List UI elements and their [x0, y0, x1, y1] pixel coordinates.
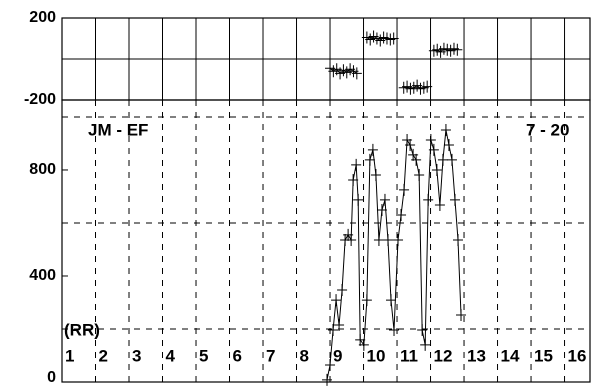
data-point	[446, 153, 457, 166]
data-point	[379, 193, 390, 206]
data-point	[449, 193, 460, 206]
x-tick-label: 10	[367, 346, 386, 365]
annotation: 7 - 20	[526, 120, 569, 139]
data-point	[414, 169, 425, 182]
x-tick-label: 15	[534, 346, 553, 365]
x-tick-label: 6	[233, 346, 242, 365]
x-tick-label: 4	[166, 346, 176, 365]
data-point	[322, 373, 333, 386]
y-tick-label: 200	[29, 9, 56, 26]
data-point	[328, 324, 339, 337]
data-point	[334, 319, 345, 332]
x-tick-label: 3	[132, 346, 141, 365]
annotation: JM - EF	[88, 120, 148, 139]
x-tick-label: 9	[333, 346, 342, 365]
data-point	[428, 143, 439, 156]
data-point	[382, 233, 393, 246]
data-point	[331, 294, 342, 307]
annotation: (RR)	[64, 320, 100, 339]
data-point	[431, 163, 442, 176]
data-point	[389, 324, 400, 337]
data-point	[423, 193, 434, 206]
data-point	[351, 67, 362, 80]
data-point	[337, 284, 348, 297]
data-point	[440, 123, 451, 136]
data-point	[443, 139, 454, 152]
data-point	[396, 209, 407, 222]
data-point	[353, 193, 364, 206]
data-point	[358, 338, 369, 351]
plot-frame	[61, 99, 591, 383]
data-point	[376, 203, 387, 216]
data-point	[364, 153, 375, 166]
x-tick-label: 14	[501, 346, 520, 365]
data-point	[348, 174, 359, 187]
data-point	[417, 324, 428, 337]
data-point	[388, 32, 399, 45]
x-tick-label: 2	[99, 346, 108, 365]
y-tick-label: 0	[47, 369, 56, 386]
data-point	[367, 143, 378, 156]
data-point	[452, 43, 463, 56]
x-tick-label: 11	[400, 346, 418, 365]
data-point	[393, 233, 404, 246]
data-point	[370, 169, 381, 182]
data-point	[405, 139, 416, 152]
x-tick-label: 13	[467, 346, 486, 365]
data-point	[425, 134, 436, 147]
x-tick-label: 8	[300, 346, 309, 365]
data-point	[411, 153, 422, 166]
x-tick-label: 12	[434, 346, 453, 365]
x-tick-label: 5	[199, 346, 208, 365]
y-tick-label: 400	[29, 267, 56, 284]
data-point	[420, 338, 431, 351]
y-tick-label: -200	[24, 91, 56, 108]
data-point	[434, 198, 445, 211]
y-tick-label: 800	[29, 161, 56, 178]
data-point	[453, 233, 463, 246]
data-point	[385, 294, 396, 307]
data-point	[325, 359, 336, 372]
data-point	[399, 183, 410, 196]
data-point	[422, 80, 433, 93]
x-tick-label: 16	[568, 346, 587, 365]
x-tick-label: 7	[266, 346, 275, 365]
data-point	[346, 233, 357, 246]
x-tick-label: 1	[65, 346, 74, 365]
data-point	[373, 233, 384, 246]
data-point	[361, 294, 372, 307]
data-point	[437, 153, 448, 166]
data-point	[351, 158, 362, 171]
data-line	[326, 129, 462, 380]
data-point	[456, 308, 467, 321]
